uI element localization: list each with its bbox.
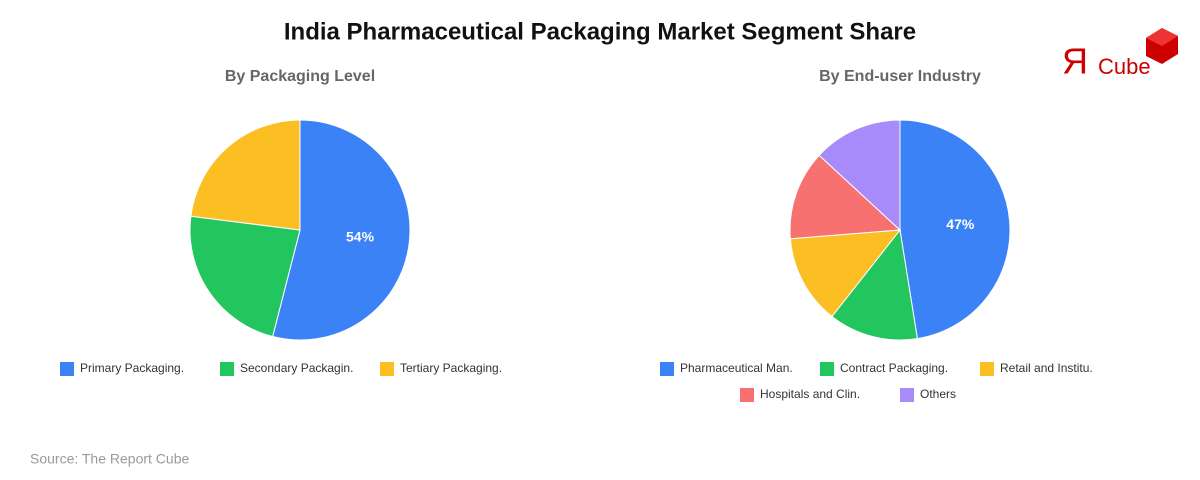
chart-subtitle: By Packaging Level [225,68,375,85]
legend-swatch [900,388,914,402]
pie-slice [789,154,902,240]
legend-label: Secondary Packagin. [240,361,353,375]
logo-text: Cube [1098,54,1151,79]
logo-mark: Я [1062,41,1088,82]
legend-label: Pharmaceutical Man. [680,361,793,375]
source: Source: The Report Cube [30,451,189,467]
page-title: India Pharmaceutical Packaging Market Se… [284,18,916,45]
legend-swatch [660,362,674,376]
legend-label: Primary Packaging. [80,361,184,375]
legend-label: Others [920,387,956,401]
logo: Я Cube [1062,28,1178,82]
legend-swatch [820,362,834,376]
legend-swatch [740,388,754,402]
legend-swatch [220,362,234,376]
pie-slice [831,228,918,341]
pie-slice [899,119,1011,340]
legend-swatch [60,362,74,376]
legend-label: Contract Packaging. [840,361,948,375]
data-label: 54% [346,228,375,244]
chart-subtitle: By End-user Industry [819,68,981,85]
legend-label: Hospitals and Clin. [760,387,860,401]
pie-slice [190,119,301,231]
logo-cube-top [1146,28,1178,46]
legend-swatch [980,362,994,376]
legend-swatch [380,362,394,376]
pie-slice [818,119,901,232]
pie-slice [189,215,301,338]
pie-slice [272,119,411,341]
legend-label: Tertiary Packaging. [400,361,502,375]
legend-label: Retail and Institu. [1000,361,1093,375]
data-label: 47% [946,216,975,232]
pie-slice [789,229,902,318]
